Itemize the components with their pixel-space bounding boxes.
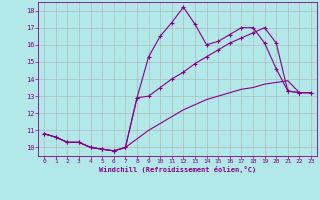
X-axis label: Windchill (Refroidissement éolien,°C): Windchill (Refroidissement éolien,°C) bbox=[99, 166, 256, 173]
